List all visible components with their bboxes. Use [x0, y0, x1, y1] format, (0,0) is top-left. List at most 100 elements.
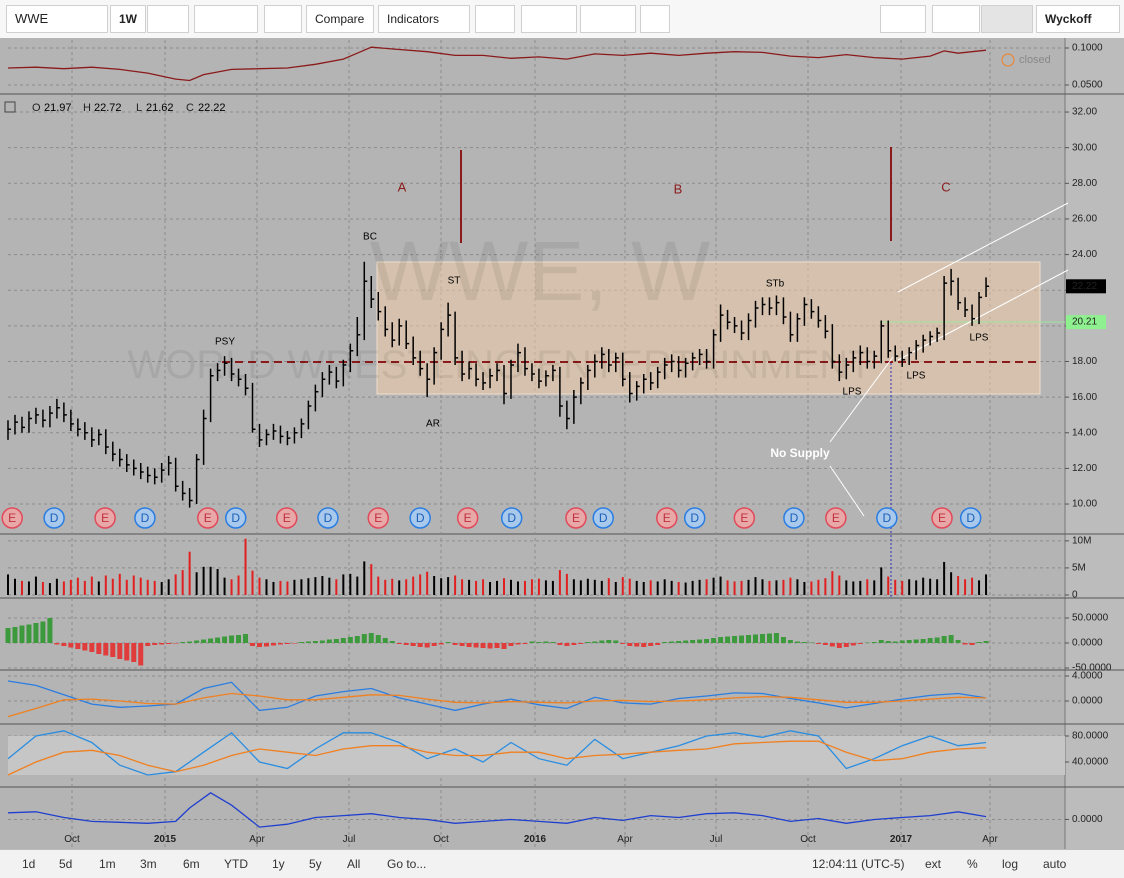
- histogram-bar: [459, 643, 465, 646]
- annotation: No Supply: [770, 446, 830, 460]
- price-bar: [419, 350, 424, 376]
- price-bar: [964, 297, 969, 317]
- ohlc-key: C: [186, 102, 194, 114]
- histogram-bar: [885, 641, 891, 643]
- legend-icon[interactable]: [4, 101, 16, 113]
- y-tick-label: 0.0500: [1072, 80, 1103, 91]
- price-bar: [293, 427, 298, 444]
- volume-bar: [600, 580, 603, 595]
- price-bar: [922, 334, 927, 353]
- interval-button[interactable]: 1W: [110, 5, 146, 33]
- goto-button[interactable]: Go to...: [387, 857, 427, 871]
- volume-bar: [475, 580, 478, 595]
- histogram-bar: [215, 637, 221, 643]
- trading-range: [376, 261, 1041, 395]
- price-bar: [174, 457, 179, 492]
- indicators-button[interactable]: Indicators: [378, 5, 470, 33]
- plot-background: [0, 38, 1124, 849]
- histogram-bar: [403, 643, 409, 645]
- volume-bar: [810, 581, 813, 595]
- price-bar: [887, 320, 892, 358]
- price-bar: [691, 352, 696, 371]
- price-bar: [817, 306, 822, 328]
- price-bar: [866, 347, 871, 369]
- save-button[interactable]: [981, 5, 1033, 33]
- price-bar: [244, 373, 249, 396]
- histogram-bar: [89, 643, 95, 652]
- histogram-bar: [969, 643, 975, 645]
- layout-button[interactable]: Wyckoff: [1036, 5, 1120, 33]
- clock[interactable]: 12:04:11 (UTC-5): [812, 857, 905, 871]
- range-button[interactable]: 1d: [22, 857, 36, 871]
- volume-bar: [384, 579, 387, 595]
- option-button[interactable]: %: [967, 857, 978, 871]
- histogram-bar: [417, 643, 423, 647]
- range-button[interactable]: YTD: [224, 857, 248, 871]
- ideas-button[interactable]: [521, 5, 577, 33]
- undo-redo[interactable]: [580, 5, 636, 33]
- color-button[interactable]: [880, 5, 926, 33]
- event-marker: [134, 507, 156, 529]
- x-tick-label: Oct: [64, 834, 80, 845]
- price-bar: [258, 423, 263, 448]
- compare-button[interactable]: Compare: [306, 5, 374, 33]
- histogram-bar: [110, 643, 116, 657]
- symbol-input[interactable]: WWE: [6, 5, 108, 33]
- interval-menu[interactable]: [147, 5, 189, 33]
- option-button[interactable]: log: [1002, 857, 1019, 871]
- histogram-bar: [850, 643, 856, 646]
- chart-style-button[interactable]: [194, 5, 258, 33]
- range-button[interactable]: 1y: [272, 857, 285, 871]
- settings-button[interactable]: [264, 5, 302, 33]
- price-bar: [712, 329, 717, 369]
- range-button[interactable]: All: [347, 857, 361, 871]
- option-button[interactable]: auto: [1043, 857, 1067, 871]
- volume-bar: [943, 561, 946, 595]
- alert-button[interactable]: [475, 5, 515, 33]
- event-marker: [43, 507, 65, 529]
- histogram-bar: [354, 636, 360, 643]
- histogram-bar: [347, 637, 353, 643]
- price-bar: [21, 416, 25, 433]
- volume-bar: [607, 578, 610, 595]
- price-label-box: [1066, 315, 1106, 330]
- price-bar: [754, 300, 759, 328]
- price-label: 22.22: [1072, 281, 1097, 292]
- event-label: E: [101, 511, 109, 525]
- load-button[interactable]: [932, 5, 980, 33]
- volume-bar: [293, 579, 296, 595]
- histogram-bar: [361, 634, 367, 643]
- x-tick-label: Apr: [617, 834, 633, 845]
- histogram-bar: [857, 643, 863, 644]
- y-tick-label: 80.0000: [1072, 731, 1109, 742]
- volume-bar: [104, 575, 107, 595]
- price-bar: [524, 347, 528, 376]
- range-button[interactable]: 3m: [140, 857, 157, 871]
- price-bar: [670, 354, 675, 373]
- price-bar: [838, 354, 843, 382]
- annotation: A: [398, 179, 407, 194]
- volume-bar: [258, 577, 261, 595]
- event-marker: [197, 507, 219, 529]
- option-button[interactable]: ext: [925, 857, 942, 871]
- volume-bar: [41, 581, 44, 595]
- price-bar: [726, 309, 731, 330]
- event-label: D: [690, 511, 699, 525]
- price-bar: [370, 275, 375, 309]
- histogram-bar: [878, 640, 884, 643]
- range-button[interactable]: 5d: [59, 857, 73, 871]
- range-button[interactable]: 5y: [309, 857, 322, 871]
- volume-bar: [971, 577, 974, 595]
- price-bar: [363, 261, 368, 341]
- range-button[interactable]: 1m: [99, 857, 116, 871]
- price-bar: [782, 297, 787, 325]
- price-bar: [796, 313, 801, 342]
- volume-bar: [440, 578, 443, 595]
- range-button[interactable]: 6m: [183, 857, 200, 871]
- fullscreen-button[interactable]: [640, 5, 670, 33]
- volume-bar: [307, 578, 310, 595]
- histogram-bar: [564, 643, 570, 646]
- price-bar: [300, 418, 305, 439]
- histogram-bar: [68, 643, 74, 648]
- ohlc-value: 22.22: [198, 102, 226, 114]
